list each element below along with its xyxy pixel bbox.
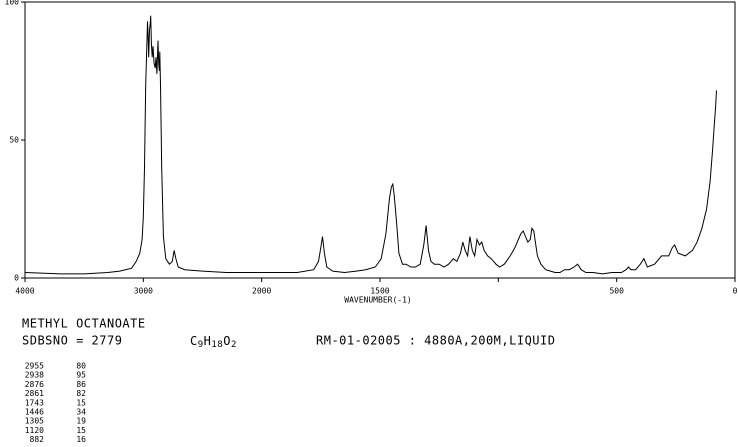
peak-wavenumber: 2938 xyxy=(25,371,44,380)
formula-element: C xyxy=(190,334,198,348)
x-tick-label: 1500 xyxy=(370,287,389,296)
peak-intensity: 80 xyxy=(76,362,86,371)
formula: C9H18O2 xyxy=(190,334,237,350)
x-tick-label: 2000 xyxy=(252,287,271,296)
y-tick-label: 100 xyxy=(5,0,20,7)
formula-subscript: 18 xyxy=(211,340,223,350)
peak-intensity: 15 xyxy=(76,426,86,435)
x-tick-label: 0 xyxy=(733,287,738,296)
compound-name: METHYL OCTANOATE xyxy=(22,317,146,331)
peak-intensity: 19 xyxy=(76,417,86,426)
y-tick-label: 50 xyxy=(9,136,19,145)
peak-wavenumber: 2876 xyxy=(25,380,44,389)
peak-intensity: 15 xyxy=(76,398,86,407)
conditions: RM-01-02005 : 4880A,200M,LIQUID xyxy=(316,334,555,348)
x-tick-label: 500 xyxy=(609,287,624,296)
peak-wavenumber: 1305 xyxy=(25,417,44,426)
peak-wavenumber: 1743 xyxy=(25,398,44,407)
peak-intensity: 95 xyxy=(76,371,86,380)
peak-intensity: 16 xyxy=(76,435,86,444)
formula-subscript: 2 xyxy=(231,340,237,350)
peak-intensity: 34 xyxy=(76,408,86,417)
formula-subscript: 9 xyxy=(198,340,204,350)
y-tick-label: 0 xyxy=(14,274,19,283)
peak-wavenumber: 2861 xyxy=(25,389,44,398)
formula-element: O xyxy=(223,334,231,348)
peak-wavenumber: 2955 xyxy=(25,362,44,371)
x-tick-label: 4000 xyxy=(15,287,34,296)
peak-intensity: 82 xyxy=(76,389,86,398)
peak-intensity: 86 xyxy=(76,380,86,389)
x-tick-label: 3000 xyxy=(134,287,153,296)
peak-wavenumber: 882 xyxy=(30,435,45,444)
x-axis-label: WAVENUMBER(-1) xyxy=(344,296,411,305)
plot-frame xyxy=(24,1,736,279)
peak-wavenumber: 1120 xyxy=(25,426,44,435)
formula-element: H xyxy=(204,334,212,348)
spectrum-line xyxy=(24,15,717,275)
sdbs-number: SDBSNO = 2779 xyxy=(22,334,122,348)
peak-wavenumber: 1446 xyxy=(25,408,44,417)
